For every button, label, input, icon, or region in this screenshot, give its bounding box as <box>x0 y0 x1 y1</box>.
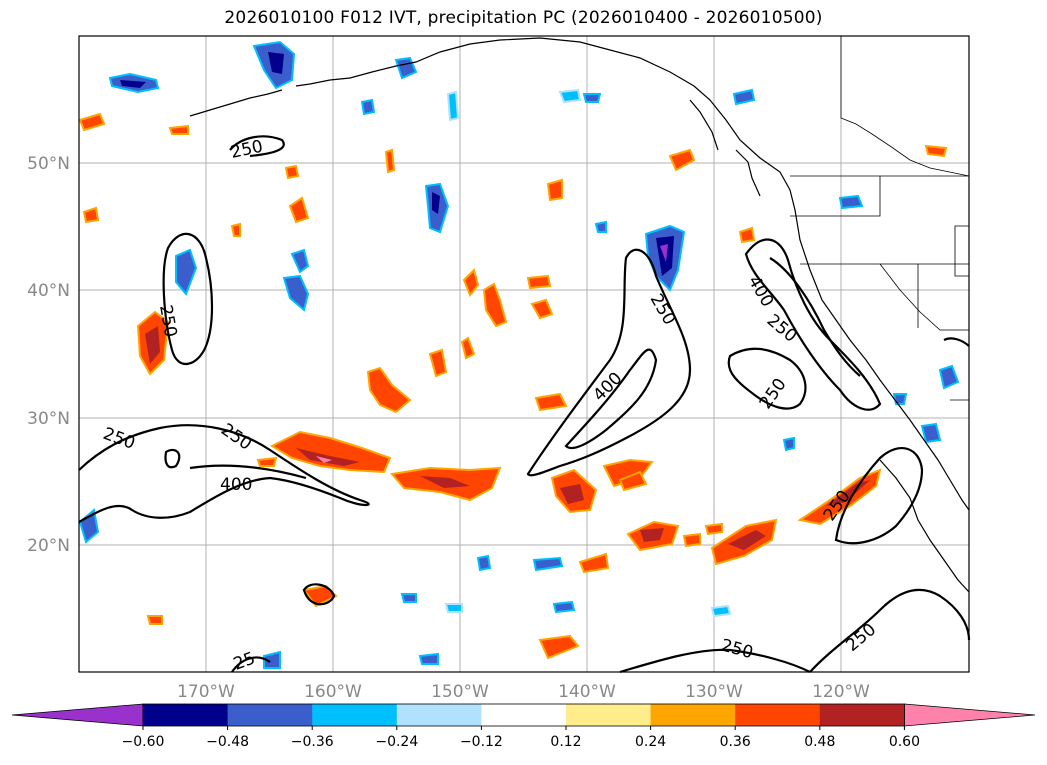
lat-tick-label: 50°N <box>27 154 70 174</box>
lon-tick-label: 140°W <box>558 682 616 702</box>
lon-tick-label: 170°W <box>177 682 235 702</box>
colorbar-segment <box>735 704 821 726</box>
lon-tick-label: 130°W <box>685 682 743 702</box>
colorbar-extension-low <box>11 703 144 727</box>
longitude-axis: 170°W 160°W 150°W 140°W 130°W 120°W <box>177 682 870 702</box>
colorbar-tick-label: −0.60 <box>122 734 165 750</box>
colorbar-tick-label: 0.60 <box>889 734 920 750</box>
positive-precip-regions <box>78 112 948 660</box>
colorbar-segment <box>566 704 652 726</box>
negative-precip-regions <box>78 40 960 669</box>
ivt-contours <box>78 135 971 674</box>
colorbar-tick-label: 0.12 <box>550 734 581 750</box>
latitude-axis: 50°N 40°N 30°N 20°N <box>27 154 70 556</box>
lat-tick-label: 40°N <box>27 281 70 301</box>
contour-label: 400 <box>220 475 252 495</box>
political-borders <box>790 36 970 401</box>
lat-tick-label: 20°N <box>27 536 70 556</box>
colorbar-tick-label: 0.24 <box>635 734 666 750</box>
colorbar-tick-label: −0.48 <box>206 734 249 750</box>
map-title: 2026010100 F012 IVT, precipitation PC (2… <box>224 8 823 28</box>
colorbar-segment <box>312 704 398 726</box>
colorbar-tick-label: −0.24 <box>375 734 418 750</box>
colorbar-segment <box>481 704 567 726</box>
colorbar-tick-label: 0.36 <box>720 734 751 750</box>
colorbar-segment <box>650 704 736 726</box>
colorbar-segment <box>143 704 229 726</box>
map-frame <box>78 35 970 673</box>
colorbar-outline <box>142 703 905 727</box>
lat-tick-label: 30°N <box>27 409 70 429</box>
colorbar: −0.60 −0.48 −0.36 −0.24 −0.12 0.12 0.24 0.36 0.4… <box>11 703 1036 750</box>
colorbar-segment <box>227 704 313 726</box>
colorbar-extension-high <box>904 703 1036 727</box>
colorbar-segment <box>396 704 482 726</box>
colorbar-segment <box>819 704 905 726</box>
lon-tick-label: 120°W <box>812 682 870 702</box>
colorbar-tick-label: −0.36 <box>291 734 334 750</box>
colorbar-tick-label: 0.48 <box>804 734 835 750</box>
lon-tick-label: 150°W <box>431 682 489 702</box>
colorbar-tick-label: −0.12 <box>460 734 503 750</box>
lon-tick-label: 160°W <box>304 682 362 702</box>
coastlines <box>189 37 970 593</box>
